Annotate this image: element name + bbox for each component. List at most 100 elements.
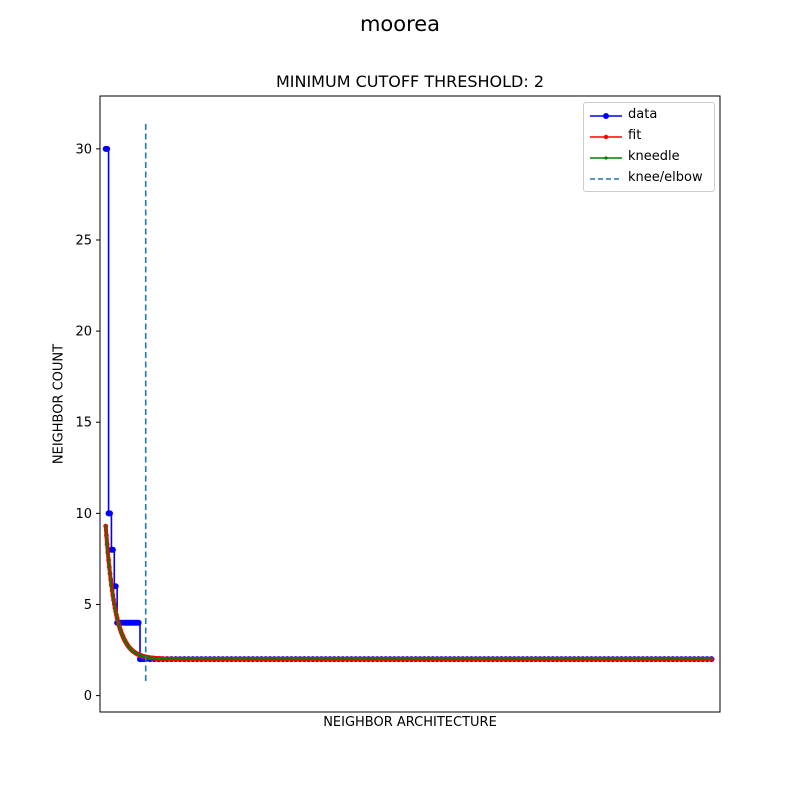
kneedle-point — [678, 657, 682, 661]
kneedle-point — [104, 524, 107, 528]
kneedle-point — [112, 598, 115, 602]
kneedle-point — [573, 657, 576, 661]
kneedle-point — [407, 657, 410, 661]
kneedle-point — [518, 657, 522, 661]
kneedle-point — [364, 657, 367, 661]
kneedle-point — [270, 657, 273, 661]
kneedle-point — [115, 613, 118, 617]
legend-label-kneedle: kneedle — [628, 149, 680, 164]
kneedle-point — [495, 657, 499, 661]
kneedle-point — [370, 657, 373, 661]
data-series-line — [105, 148, 712, 660]
kneedle-point — [533, 657, 536, 661]
kneedle-point — [524, 657, 527, 661]
kneedle-point — [201, 657, 205, 661]
kneedle-point — [527, 657, 530, 661]
kneedle-point — [373, 657, 376, 661]
kneedle-point — [498, 657, 502, 661]
y-tick-label: 20 — [75, 325, 92, 340]
kneedle-point — [450, 657, 453, 661]
kneedle-point — [598, 657, 602, 661]
kneedle-point — [350, 657, 353, 661]
kneedle-point — [684, 657, 687, 661]
kneedle-point — [641, 657, 645, 661]
kneedle-point — [653, 657, 656, 661]
y-tick-label: 30 — [75, 142, 92, 157]
kneedle-point — [278, 657, 282, 661]
kneedle-point — [410, 657, 413, 661]
kneedle-point — [114, 610, 117, 613]
kneedle-point — [438, 657, 442, 661]
kneedle-point — [473, 657, 476, 661]
kneedle-point — [118, 625, 121, 628]
kneedle-point — [221, 657, 225, 661]
kneedle-point — [184, 657, 187, 661]
kneedle-series-line — [104, 526, 712, 660]
kneedle-point — [106, 551, 110, 554]
kneedle-point — [324, 657, 327, 661]
kneedle-point — [493, 657, 496, 661]
fit-series-line — [103, 525, 712, 662]
kneedle-point — [187, 657, 190, 661]
kneedle-point — [258, 657, 262, 661]
kneedle-point — [295, 657, 299, 661]
kneedle-point — [335, 657, 339, 661]
kneedle-point — [355, 657, 359, 661]
kneedle-point — [378, 657, 382, 661]
kneedle-point — [170, 657, 173, 661]
kneedle-point — [601, 657, 605, 661]
kneedle-point — [513, 657, 516, 661]
kneedle-point — [161, 657, 165, 660]
y-tick-label: 25 — [75, 233, 92, 248]
kneedle-point — [681, 657, 685, 661]
kneedle-point — [464, 657, 467, 661]
kneedle-point — [190, 657, 193, 661]
kneedle-point — [621, 657, 625, 661]
kneedle-point — [321, 657, 325, 661]
kneedle-point — [701, 657, 705, 661]
kneedle-point — [290, 657, 293, 661]
kneedle-point — [487, 657, 490, 661]
kneedle-point — [507, 657, 510, 661]
kneedle-point — [484, 657, 487, 661]
kneedle-point — [361, 657, 365, 661]
kneedle-point — [613, 657, 616, 661]
kneedle-point — [255, 657, 259, 661]
legend-item-kneedle: kneedle — [584, 147, 714, 169]
data-point — [109, 546, 116, 553]
y-ticks: 0 5 10 15 20 25 30 — [75, 142, 100, 704]
kneedle-point — [615, 657, 619, 661]
kneedle-point — [521, 657, 525, 661]
kneedle-point — [627, 657, 630, 661]
kneedle-point — [218, 657, 222, 661]
plot-layer — [102, 124, 715, 684]
legend-item-fit: fit — [584, 126, 714, 148]
kneedle-point — [707, 657, 710, 661]
data-point — [107, 510, 113, 517]
kneedle-point — [413, 657, 416, 661]
kneedle-point — [510, 657, 513, 661]
kneedle-point — [618, 657, 622, 661]
data-point — [112, 583, 119, 590]
kneedle-point — [544, 657, 547, 661]
kneedle-point — [387, 657, 390, 661]
kneedle-point — [693, 657, 696, 661]
kneedle-point — [478, 657, 482, 661]
kneedle-point — [461, 657, 465, 661]
kneedle-point — [470, 657, 473, 661]
kneedle-point — [119, 629, 122, 632]
kneedle-point — [167, 657, 170, 661]
kneedle-point — [227, 657, 230, 661]
kneedle-point — [593, 657, 596, 661]
kneedle-point — [273, 657, 276, 661]
kneedle-point — [447, 657, 450, 661]
kneedle-point — [173, 657, 176, 661]
kneedle-point — [281, 657, 285, 661]
legend-item-knee: knee/elbow — [584, 168, 714, 190]
legend-label-fit: fit — [628, 128, 642, 143]
legend-line-kneedle-icon — [590, 156, 622, 160]
kneedle-point — [604, 657, 607, 661]
kneedle-point — [390, 657, 393, 661]
axes-frame — [99, 95, 721, 713]
